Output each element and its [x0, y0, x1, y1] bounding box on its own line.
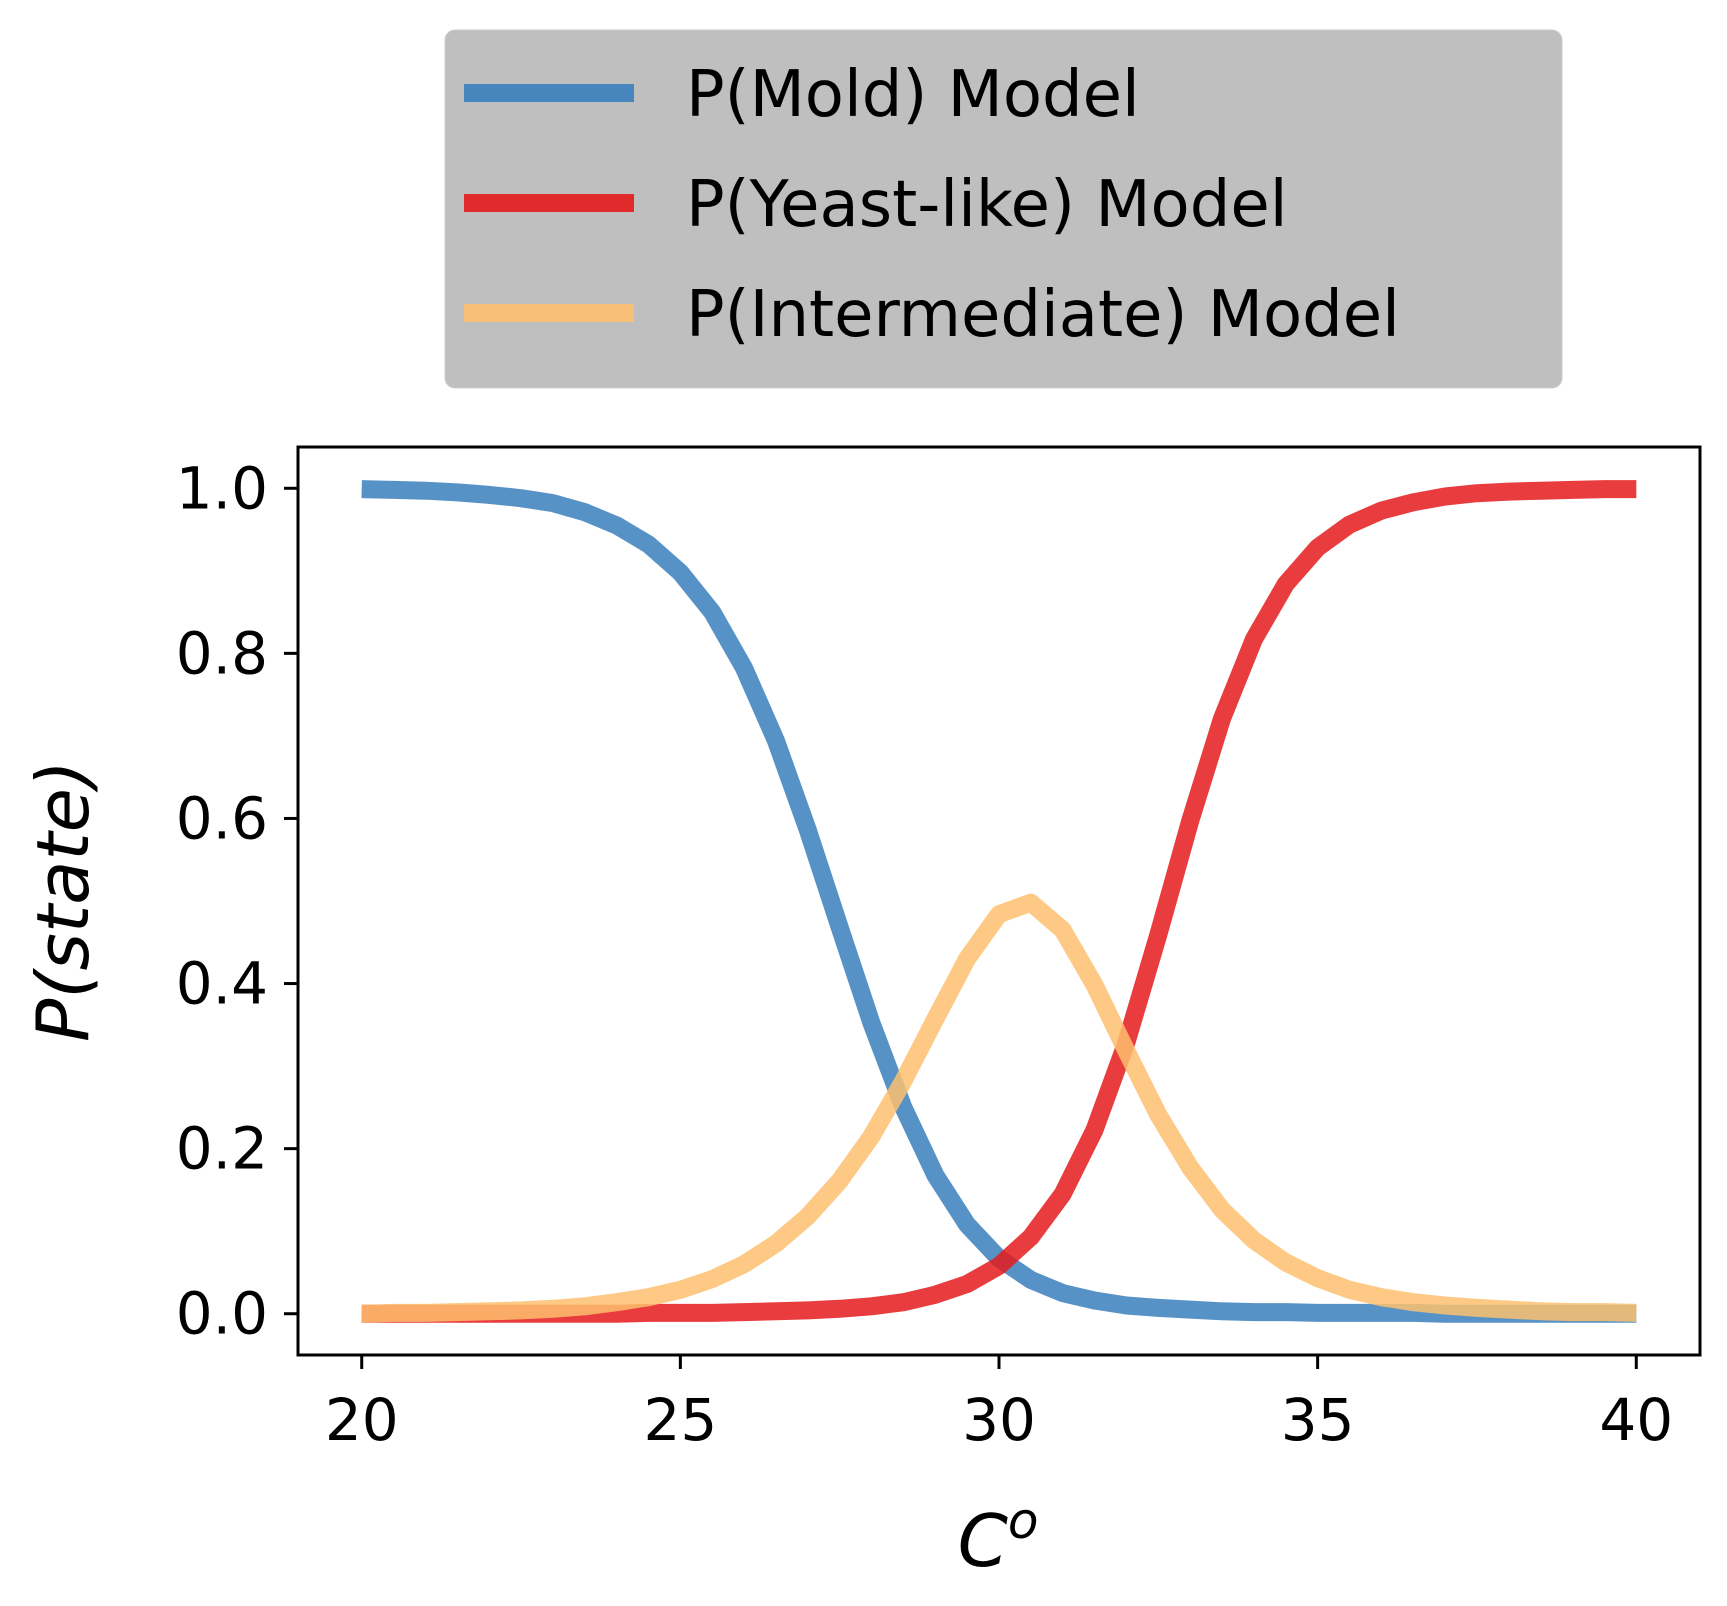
y-axis-title: P(state): [21, 760, 105, 1042]
legend-label-intermediate: P(Intermediate) Model: [686, 278, 1400, 352]
y-tick-label: 0.8: [176, 619, 268, 687]
y-tick-label: 0.6: [176, 784, 268, 852]
legend-label-yeast-like: P(Yeast-like) Model: [686, 168, 1287, 242]
legend-label-mold: P(Mold) Model: [686, 58, 1140, 132]
x-tick-label: 25: [643, 1386, 717, 1454]
series-group: [361, 480, 1637, 1323]
y-tick-label: 0.2: [176, 1115, 268, 1183]
y-axis: 0.0 0.2 0.4 0.6 0.8 1.0: [176, 454, 298, 1348]
x-tick-label: 30: [962, 1386, 1036, 1454]
legend-box: [444, 29, 1563, 389]
x-tick-label: 40: [1599, 1386, 1673, 1454]
plot-area: 20 25 30 35 40 0.0 0.2 0.4 0.6 0.8 1.0: [176, 445, 1702, 1454]
x-axis: 20 25 30 35 40: [325, 1355, 1673, 1454]
legend: P(Mold) Model P(Yeast-like) Model P(Inte…: [444, 29, 1563, 389]
y-tick-label: 0.0: [176, 1280, 268, 1348]
x-axis-title: Co: [958, 1492, 1039, 1583]
y-tick-label: 1.0: [176, 454, 268, 522]
x-tick-label: 20: [325, 1386, 399, 1454]
x-tick-label: 35: [1281, 1386, 1355, 1454]
series-line-p-intermediate-model: [361, 893, 1637, 1323]
y-tick-label: 0.4: [176, 950, 268, 1018]
